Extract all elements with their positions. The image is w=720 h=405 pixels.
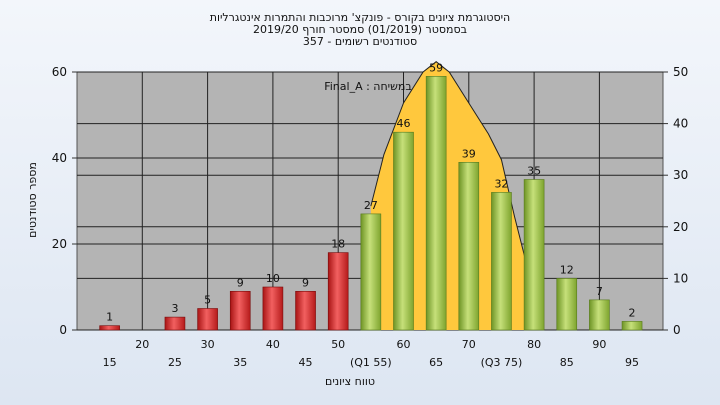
bar: [393, 131, 414, 331]
bar-value-label: 10: [266, 272, 280, 285]
x-tick-label: 40: [266, 338, 280, 351]
bar-value-label: 5: [204, 294, 211, 307]
y-right-tick-label: 40: [673, 117, 688, 131]
bar-value-label: 1: [106, 311, 113, 324]
bar-value-label: 3: [171, 302, 178, 315]
bar: [99, 325, 120, 331]
x-tick-label: 20: [135, 338, 149, 351]
y-right-tick-label: 20: [673, 220, 688, 234]
chart-title: היסטוגרמת ציונים בקורס - פונקצ' מרוכבות …: [209, 11, 511, 24]
bar: [295, 290, 316, 331]
bar-value-label: 39: [462, 147, 476, 160]
bar-value-label: 46: [397, 117, 411, 130]
bar-value-label: 12: [560, 263, 574, 276]
bar: [197, 308, 218, 331]
x-tick-label: 80: [527, 338, 541, 351]
x-axis-label: טווח ציונים: [325, 375, 375, 388]
y-left-tick-label: 40: [52, 151, 67, 165]
bar: [621, 321, 643, 331]
y-right-tick-label: 10: [673, 271, 688, 285]
x-tick-label: 25: [168, 356, 182, 369]
x-tick-label: 65: [429, 356, 443, 369]
bar-value-label: 7: [596, 285, 603, 298]
y-right-tick-label: 30: [673, 168, 688, 182]
bar: [458, 162, 480, 331]
bar: [360, 213, 382, 331]
bar-value-label: 9: [237, 276, 244, 289]
bar: [589, 299, 610, 331]
bar: [523, 179, 545, 331]
bar: [229, 290, 251, 331]
bar-value-label: 9: [302, 276, 309, 289]
bar-value-label: 59: [429, 61, 443, 74]
bar: [556, 278, 578, 331]
bar-value-label: 32: [494, 177, 508, 190]
x-tick-label: 15: [103, 356, 117, 369]
curve-line: [370, 61, 529, 269]
x-tick-label: (Q3 75): [481, 356, 523, 369]
y-left-tick-label: 60: [52, 65, 67, 79]
x-tick-label: 35: [233, 356, 247, 369]
x-tick-label: 60: [397, 338, 411, 351]
chart-subtitle-enrolled: סטודנטים רשומים - 357: [302, 35, 418, 48]
y-axis-label: מספר סטודנטים: [26, 162, 39, 238]
y-right-tick-label: 50: [673, 65, 688, 79]
bar: [262, 286, 284, 331]
bar: [491, 192, 512, 331]
bar-value-label: 35: [527, 165, 541, 178]
chart-annotation: Final_A : במשיחה: [324, 80, 412, 93]
x-tick-label: 85: [560, 356, 574, 369]
bar-value-label: 2: [629, 306, 636, 319]
x-tick-label: 90: [592, 338, 606, 351]
x-tick-label: 50: [331, 338, 345, 351]
x-tick-label: 45: [299, 356, 313, 369]
bar-value-label: 27: [364, 199, 378, 212]
bar: [327, 252, 349, 331]
chart-subtitle-semester: בסמסטר (01/2019) סמסטר חורף 2019/20: [253, 23, 467, 36]
y-right-tick-label: 0: [673, 323, 681, 337]
y-left-tick-label: 20: [52, 237, 67, 251]
x-tick-label: 95: [625, 356, 639, 369]
x-tick-label: 30: [201, 338, 215, 351]
bar-value-label: 18: [331, 238, 345, 251]
x-tick-label: 70: [462, 338, 476, 351]
y-left-tick-label: 0: [59, 323, 67, 337]
x-tick-label: (Q1 55): [350, 356, 392, 369]
bar: [425, 76, 447, 331]
bar: [164, 316, 186, 331]
